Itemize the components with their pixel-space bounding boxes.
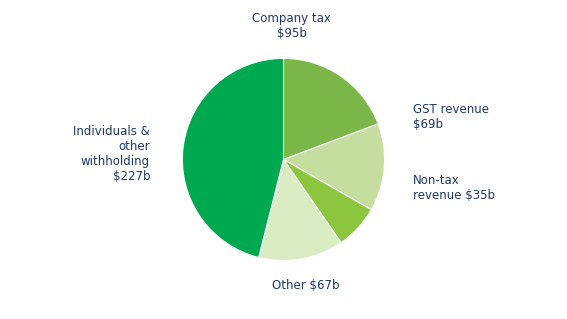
Text: Non-tax
revenue $35b: Non-tax revenue $35b (413, 174, 495, 202)
Wedge shape (284, 124, 384, 210)
Wedge shape (183, 58, 284, 257)
Text: GST revenue
$69b: GST revenue $69b (413, 103, 489, 131)
Text: Other $67b: Other $67b (272, 279, 340, 292)
Wedge shape (284, 160, 371, 243)
Text: Company tax
$95b: Company tax $95b (252, 12, 331, 40)
Text: Individuals &
other
withholding
$227b: Individuals & other withholding $227b (73, 125, 150, 183)
Wedge shape (259, 160, 341, 261)
Wedge shape (284, 58, 378, 160)
